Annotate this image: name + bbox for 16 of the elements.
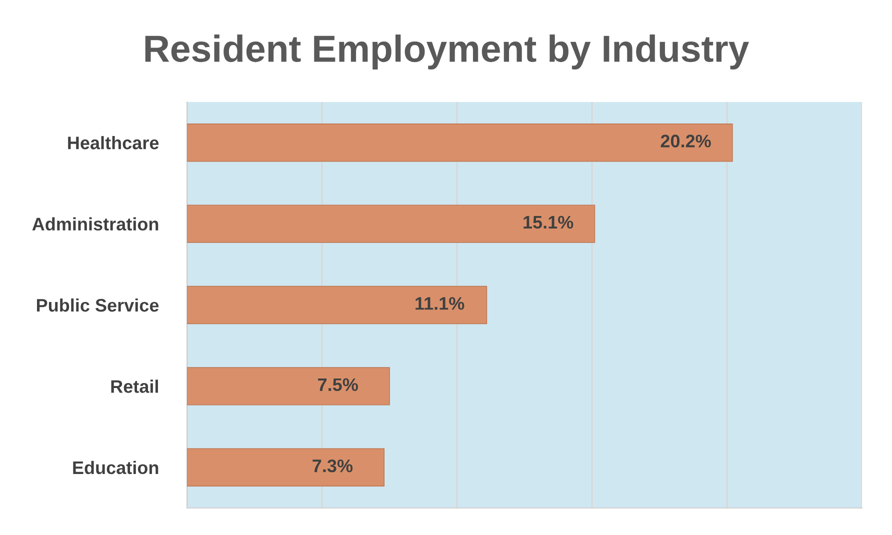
y-tick-label: Healthcare xyxy=(68,136,159,150)
y-tick-label: Administration xyxy=(32,217,158,231)
y-tick-label: Retail xyxy=(111,380,158,393)
bar xyxy=(187,286,488,324)
bar xyxy=(187,367,390,406)
data-label: 20.2% xyxy=(660,134,711,148)
y-tick-label: Education xyxy=(73,460,158,474)
data-label: 7.3% xyxy=(312,459,353,472)
chart-title: Resident Employment by Industry xyxy=(145,34,749,70)
data-label: 11.1% xyxy=(416,297,464,310)
y-tick-label: Public Service xyxy=(36,298,159,312)
bar xyxy=(187,448,385,486)
bar xyxy=(187,124,733,162)
bar xyxy=(187,204,596,243)
data-label: 15.1% xyxy=(524,216,574,229)
data-label: 7.5% xyxy=(318,378,358,392)
